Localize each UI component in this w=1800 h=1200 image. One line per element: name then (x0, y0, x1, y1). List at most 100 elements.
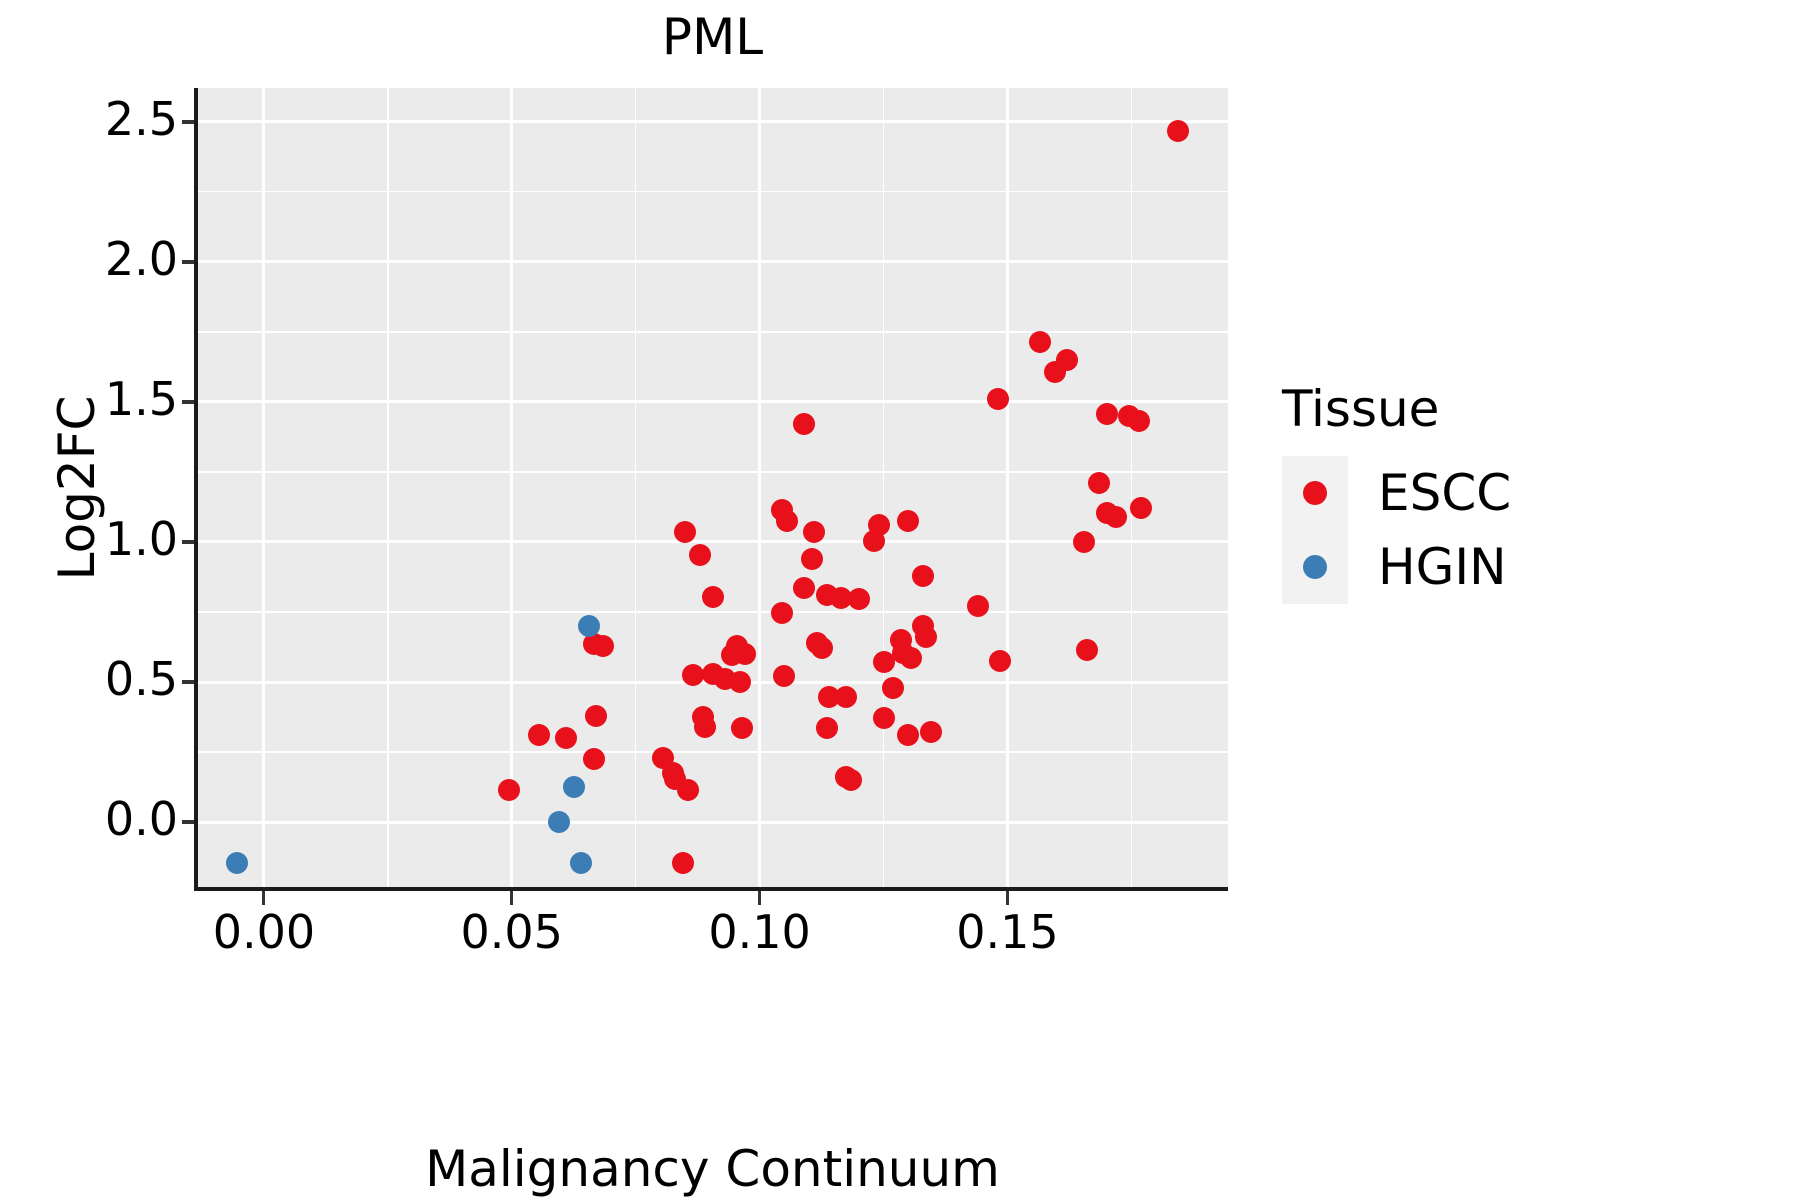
data-point-escc (721, 644, 744, 667)
y-tick-mark (182, 259, 194, 264)
data-point-escc (1075, 638, 1098, 661)
data-point-escc (800, 547, 823, 570)
page-title: PML (661, 8, 764, 66)
data-point-escc (914, 626, 937, 649)
data-point-escc (681, 664, 704, 687)
y-tick-mark (182, 680, 194, 685)
data-point-hgin (577, 615, 600, 637)
data-point-escc (671, 851, 694, 874)
x-tick-mark (1005, 891, 1009, 905)
data-point-escc (817, 686, 840, 709)
gridline-minor-vertical (1130, 88, 1133, 888)
data-point-escc (528, 724, 550, 747)
gridline-minor-vertical (882, 88, 885, 888)
gridline-major-horizontal (197, 400, 1228, 404)
data-point-escc (731, 717, 754, 740)
y-tick-label: 2.0 (104, 231, 178, 286)
x-tick-label: 0.10 (708, 905, 811, 959)
y-tick-mark (182, 539, 194, 544)
data-point-escc (1055, 348, 1078, 371)
data-point-escc (847, 588, 870, 611)
x-tick-label: 0.00 (212, 905, 316, 959)
gridline-major-vertical (758, 88, 762, 888)
data-point-escc (793, 413, 816, 436)
data-point-escc (862, 529, 885, 552)
data-point-escc (701, 585, 724, 608)
data-point-escc (803, 521, 826, 544)
data-point-escc (691, 706, 714, 729)
gridline-major-horizontal (197, 820, 1228, 824)
data-point-escc (1105, 505, 1128, 528)
data-point-escc (966, 595, 989, 618)
y-axis-title: Log2FC (48, 395, 106, 581)
x-tick-mark (510, 891, 514, 905)
gridline-minor-vertical (387, 88, 389, 888)
data-point-escc (676, 778, 699, 801)
data-point-escc (1028, 330, 1051, 353)
legend-key-hgin (1282, 530, 1348, 604)
data-point-escc (912, 564, 935, 587)
legend-title: Tissue (1282, 380, 1440, 438)
gridline-minor-horizontal (197, 330, 1228, 333)
legend-key-escc (1282, 456, 1348, 530)
x-axis-title: Malignancy Continuum (425, 1140, 1000, 1198)
gridline-minor-horizontal (197, 190, 1228, 193)
data-point-escc (701, 662, 724, 685)
y-tick-mark (182, 119, 194, 124)
x-tick-mark (758, 891, 762, 905)
y-tick-label: 0.5 (104, 652, 178, 707)
x-tick-label: 0.05 (460, 905, 563, 959)
data-point-escc (840, 769, 863, 792)
data-point-escc (582, 748, 605, 771)
gridline-minor-horizontal (197, 471, 1228, 473)
gridline-major-horizontal (197, 120, 1228, 124)
legend-item-escc[interactable]: ESCC (1282, 456, 1511, 530)
y-tick-mark (182, 820, 194, 825)
data-point-escc (882, 676, 905, 699)
x-tick-label: 0.15 (956, 905, 1059, 959)
data-point-escc (919, 721, 942, 744)
data-point-escc (986, 388, 1009, 411)
data-point-escc (1127, 410, 1150, 433)
legend-item-hgin[interactable]: HGIN (1282, 530, 1511, 604)
data-point-escc (728, 671, 751, 694)
y-tick-label: 1.0 (104, 511, 178, 566)
y-tick-label: 0.0 (104, 792, 178, 847)
data-point-escc (830, 586, 853, 609)
y-tick-mark (182, 399, 194, 404)
data-point-escc (810, 637, 833, 660)
y-axis-line (194, 88, 198, 891)
data-point-escc (1095, 403, 1118, 426)
data-point-escc (770, 602, 793, 625)
data-point-escc (897, 724, 920, 747)
gridline-minor-horizontal (197, 751, 1228, 753)
gridline-major-horizontal (197, 260, 1228, 264)
data-point-escc (773, 665, 796, 688)
data-point-escc (555, 727, 578, 750)
data-point-escc (872, 707, 895, 730)
data-point-escc (793, 577, 816, 600)
data-point-hgin (225, 851, 248, 874)
gridline-major-horizontal (197, 540, 1228, 544)
legend: Tissue ESCC HGIN (1282, 380, 1511, 604)
data-point-escc (674, 521, 697, 544)
data-point-escc (815, 717, 838, 740)
data-point-hgin (570, 851, 593, 874)
gridline-minor-vertical (634, 88, 637, 888)
x-tick-mark (262, 891, 266, 905)
legend-label-escc: ESCC (1378, 464, 1512, 522)
data-point-escc (1167, 120, 1190, 143)
gridline-major-vertical (1005, 88, 1009, 888)
data-point-escc (498, 778, 521, 801)
gridline-major-vertical (510, 88, 514, 888)
data-point-escc (775, 509, 798, 532)
data-point-escc (1073, 530, 1096, 553)
gridline-minor-horizontal (197, 611, 1228, 613)
legend-label-hgin: HGIN (1378, 538, 1507, 596)
data-point-escc (592, 634, 615, 657)
data-point-escc (872, 651, 895, 674)
x-axis-line (194, 887, 1228, 891)
data-point-escc (835, 686, 858, 709)
data-point-hgin (547, 811, 570, 834)
